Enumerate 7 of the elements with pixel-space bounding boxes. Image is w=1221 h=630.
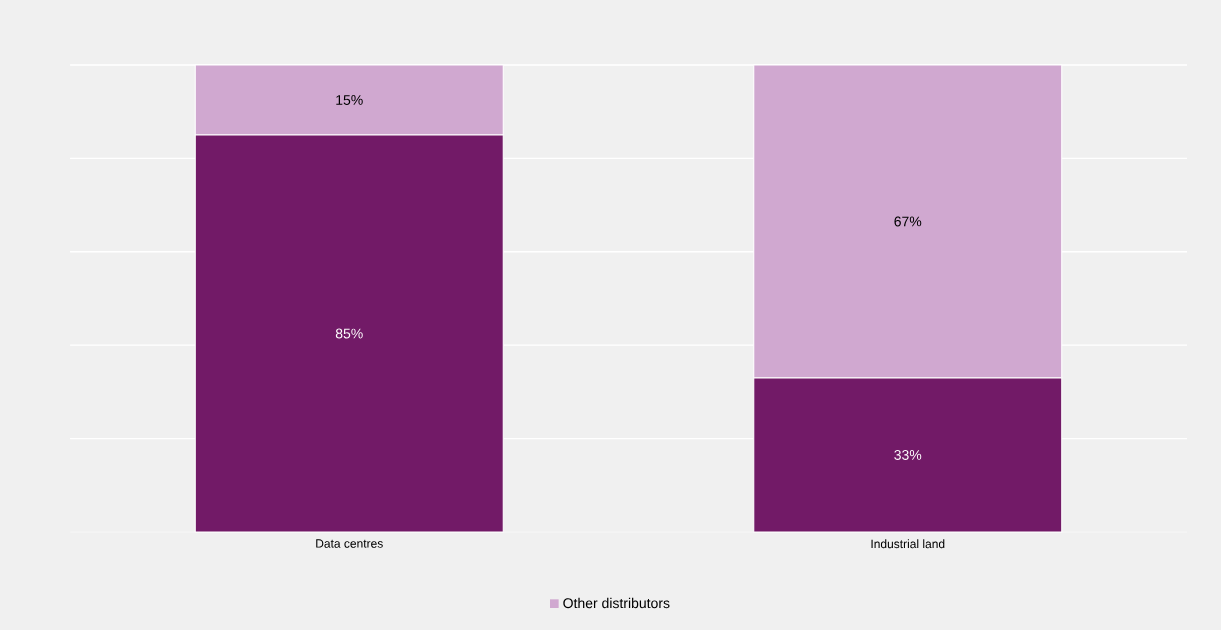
x-tick-label: Data centres: [316, 539, 383, 548]
data-label: 33%: [894, 449, 922, 460]
legend-label: Other distributors: [563, 597, 670, 609]
data-label: 85%: [335, 328, 363, 339]
x-tick-label: Industrial land: [871, 539, 945, 549]
data-label: 15%: [336, 95, 363, 105]
data-label: 67%: [894, 216, 922, 227]
